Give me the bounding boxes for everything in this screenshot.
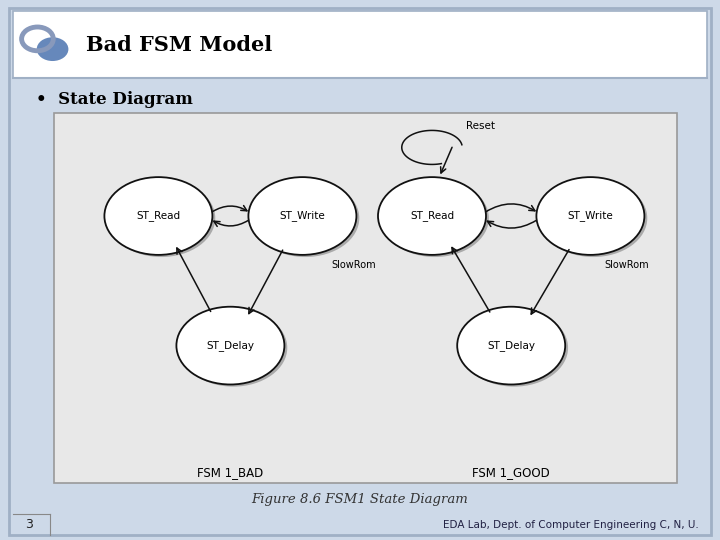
- Text: ST_Read: ST_Read: [136, 211, 181, 221]
- Ellipse shape: [378, 177, 486, 255]
- Text: FSM 1_GOOD: FSM 1_GOOD: [472, 466, 550, 479]
- Text: ST_Write: ST_Write: [567, 211, 613, 221]
- Text: 3: 3: [25, 518, 32, 531]
- Ellipse shape: [107, 179, 215, 257]
- Ellipse shape: [536, 177, 644, 255]
- Ellipse shape: [539, 179, 647, 257]
- Circle shape: [37, 37, 68, 61]
- FancyBboxPatch shape: [54, 113, 677, 483]
- Text: FSM 1_BAD: FSM 1_BAD: [197, 466, 264, 479]
- Ellipse shape: [381, 179, 489, 257]
- Ellipse shape: [251, 179, 359, 257]
- Ellipse shape: [176, 307, 284, 384]
- Ellipse shape: [248, 177, 356, 255]
- Ellipse shape: [457, 307, 565, 384]
- Text: ST_Delay: ST_Delay: [487, 340, 535, 351]
- Ellipse shape: [460, 309, 568, 387]
- Text: Reset: Reset: [466, 121, 495, 131]
- FancyBboxPatch shape: [13, 11, 707, 78]
- Text: ST_Read: ST_Read: [410, 211, 454, 221]
- Text: •  State Diagram: • State Diagram: [36, 91, 193, 109]
- Text: EDA Lab, Dept. of Computer Engineering C, N, U.: EDA Lab, Dept. of Computer Engineering C…: [443, 520, 698, 530]
- Text: Figure 8.6 FSM1 State Diagram: Figure 8.6 FSM1 State Diagram: [251, 493, 469, 506]
- Text: SlowRom: SlowRom: [331, 260, 376, 269]
- FancyBboxPatch shape: [9, 8, 711, 535]
- Ellipse shape: [104, 177, 212, 255]
- Text: ST_Write: ST_Write: [279, 211, 325, 221]
- Ellipse shape: [179, 309, 287, 387]
- Text: Bad FSM Model: Bad FSM Model: [86, 35, 273, 55]
- Text: SlowRom: SlowRom: [605, 260, 649, 269]
- Text: ST_Delay: ST_Delay: [207, 340, 254, 351]
